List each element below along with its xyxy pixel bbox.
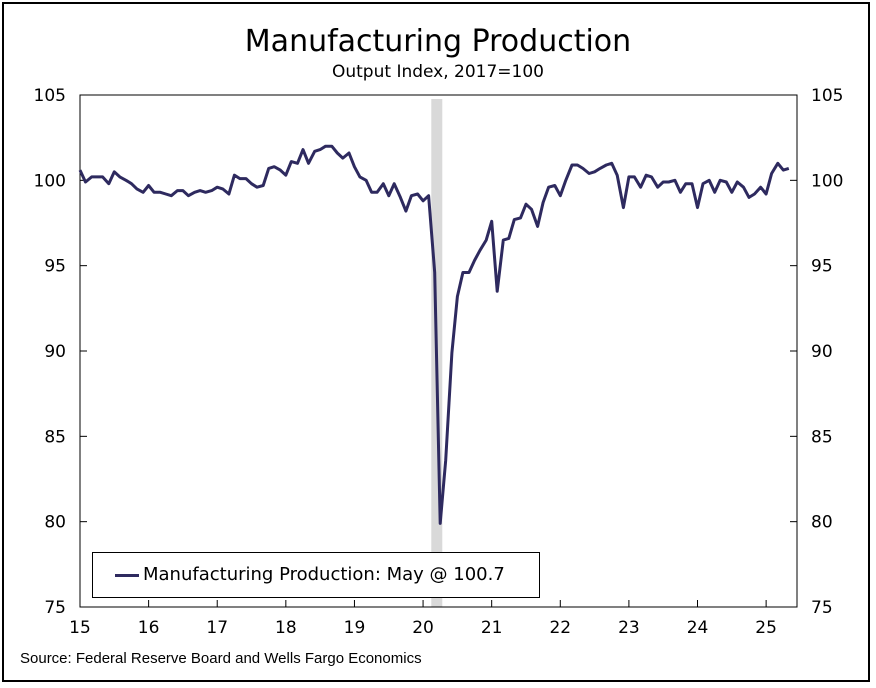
y-tick-label-right: 80: [811, 513, 833, 533]
y-tick-label-left: 80: [44, 513, 66, 533]
x-tick-label: 19: [344, 618, 366, 638]
y-tick-label-right: 105: [811, 86, 843, 106]
y-tick-label-left: 90: [44, 342, 66, 362]
series-line: [78, 144, 790, 525]
x-tick-label: 15: [69, 618, 91, 638]
x-tick-label: 24: [687, 618, 709, 638]
legend-swatch: [115, 574, 139, 577]
x-tick-label: 21: [481, 618, 503, 638]
y-tick-label-right: 85: [811, 427, 833, 447]
x-tick-label: 17: [206, 618, 228, 638]
legend: Manufacturing Production: May @ 100.7: [92, 552, 540, 598]
y-tick-label-left: 75: [44, 598, 66, 618]
y-tick-label-right: 95: [811, 257, 833, 277]
chart-title: Manufacturing Production: [244, 24, 632, 59]
y-tick-label-right: 100: [811, 171, 843, 191]
legend-label: Manufacturing Production: May @ 100.7: [143, 564, 505, 585]
y-tick-label-left: 105: [34, 86, 66, 106]
x-tick-label: 23: [618, 618, 640, 638]
y-tick-label-left: 100: [34, 171, 66, 191]
x-tick-label: 25: [755, 618, 777, 638]
x-tick-label: 22: [549, 618, 571, 638]
x-tick-label: 16: [138, 618, 160, 638]
y-tick-label-left: 95: [44, 257, 66, 277]
y-tick-label-right: 90: [811, 342, 833, 362]
x-tick-label: 18: [275, 618, 297, 638]
y-tick-label-right: 75: [811, 598, 833, 618]
chart-subtitle: Output Index, 2017=100: [331, 62, 545, 82]
y-tick-label-left: 85: [44, 427, 66, 447]
source-note: Source: Federal Reserve Board and Wells …: [20, 650, 422, 667]
x-tick-label: 20: [412, 618, 434, 638]
